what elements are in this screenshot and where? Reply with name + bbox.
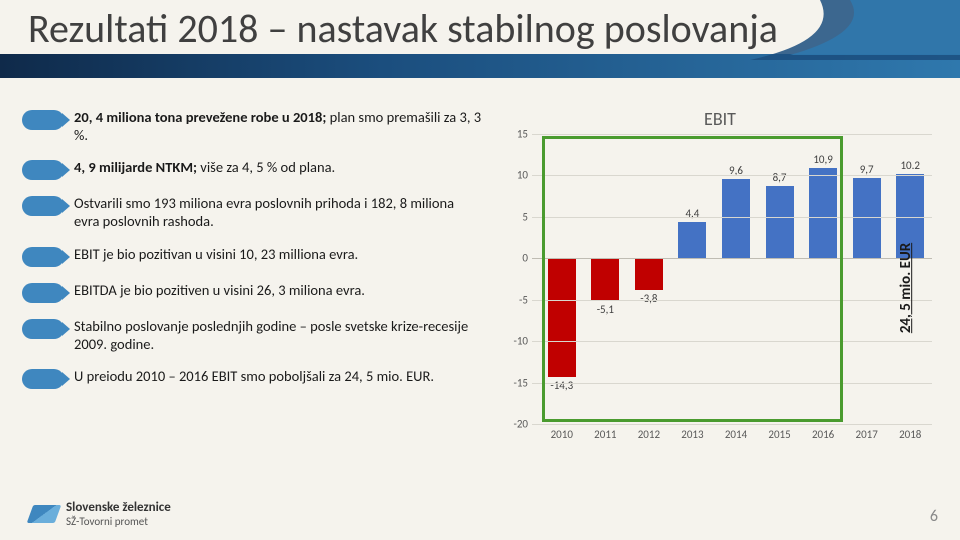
bullet-arrow-icon xyxy=(22,160,64,180)
bullet-arrow-icon xyxy=(22,283,64,303)
chart-plot: -14,3-5,1-3,84,49,68,710,99,710.2 -20-15… xyxy=(500,134,940,424)
grid-line xyxy=(532,134,932,135)
bullet-text: 4, 9 milijarde NTKM; više za 4, 5 % od p… xyxy=(74,158,335,176)
chart-title: EBIT xyxy=(500,108,940,130)
highlight-box xyxy=(542,136,843,422)
bullet-item: EBIT je bio pozitivan u visini 10, 23 mi… xyxy=(22,245,482,267)
grid-line xyxy=(532,424,932,425)
bullet-text: 20, 4 miliona tona prevežene robe u 2018… xyxy=(74,108,482,144)
y-tick-label: 15 xyxy=(500,128,528,141)
side-label: 24, 5 mio. EUR xyxy=(897,243,915,333)
bullet-text: EBITDA je bio pozitiven u visini 26, 3 m… xyxy=(74,281,365,299)
bullet-arrow-icon xyxy=(22,369,64,389)
logo-mark xyxy=(27,505,62,523)
bullet-arrow-icon xyxy=(22,247,64,267)
bullet-item: 4, 9 milijarde NTKM; više za 4, 5 % od p… xyxy=(22,158,482,180)
x-tick-label: 2011 xyxy=(585,428,625,441)
header: Rezultati 2018 – nastavak stabilnog posl… xyxy=(0,0,960,78)
bullet-arrow-icon xyxy=(22,110,64,130)
bar-fill xyxy=(853,178,881,258)
x-tick-label: 2015 xyxy=(760,428,800,441)
y-tick-label: -5 xyxy=(500,293,528,306)
x-tick-label: 2014 xyxy=(716,428,756,441)
bullet-item: U preiodu 2010 – 2016 EBIT smo poboljšal… xyxy=(22,367,482,389)
bullet-arrow-icon xyxy=(22,319,64,339)
bar-value-label: 10.2 xyxy=(890,159,930,172)
y-tick-label: -20 xyxy=(500,418,528,431)
x-tick-label: 2017 xyxy=(847,428,887,441)
footer-logo: Slovenske železnice SŽ-Tovorni promet xyxy=(30,500,171,528)
y-tick-label: -15 xyxy=(500,376,528,389)
bar-value-label: 9,7 xyxy=(847,163,887,176)
page-number: 6 xyxy=(930,507,938,526)
ebit-chart: EBIT -14,3-5,1-3,84,49,68,710,99,710.2 -… xyxy=(500,108,940,448)
y-tick-label: 5 xyxy=(500,210,528,223)
x-tick-label: 2012 xyxy=(629,428,669,441)
y-tick-label: 10 xyxy=(500,169,528,182)
bullet-item: Stabilno poslovanje poslednjih godine – … xyxy=(22,317,482,353)
bullet-text: U preiodu 2010 – 2016 EBIT smo poboljšal… xyxy=(74,367,434,385)
y-tick-label: 0 xyxy=(500,252,528,265)
x-tick-label: 2016 xyxy=(803,428,843,441)
page-title: Rezultati 2018 – nastavak stabilnog posl… xyxy=(28,4,778,53)
bullet-text: EBIT je bio pozitivan u visini 10, 23 mi… xyxy=(74,245,358,263)
bullet-text: Ostvarili smo 193 miliona evra poslovnih… xyxy=(74,194,482,230)
x-tick-label: 2018 xyxy=(890,428,930,441)
brand-name-1: Slovenske železnice xyxy=(66,500,171,515)
brand-name-2: SŽ-Tovorni promet xyxy=(66,515,171,528)
x-tick-label: 2013 xyxy=(672,428,712,441)
bullet-item: EBITDA je bio pozitiven u visini 26, 3 m… xyxy=(22,281,482,303)
bullet-text: Stabilno poslovanje poslednjih godine – … xyxy=(74,317,482,353)
x-tick-label: 2010 xyxy=(542,428,582,441)
bullet-arrow-icon xyxy=(22,196,64,216)
header-accent-bar xyxy=(0,54,960,78)
y-tick-label: -10 xyxy=(500,335,528,348)
bullet-item: Ostvarili smo 193 miliona evra poslovnih… xyxy=(22,194,482,230)
bullet-list: 20, 4 miliona tona prevežene robe u 2018… xyxy=(22,108,482,403)
bullet-item: 20, 4 miliona tona prevežene robe u 2018… xyxy=(22,108,482,144)
